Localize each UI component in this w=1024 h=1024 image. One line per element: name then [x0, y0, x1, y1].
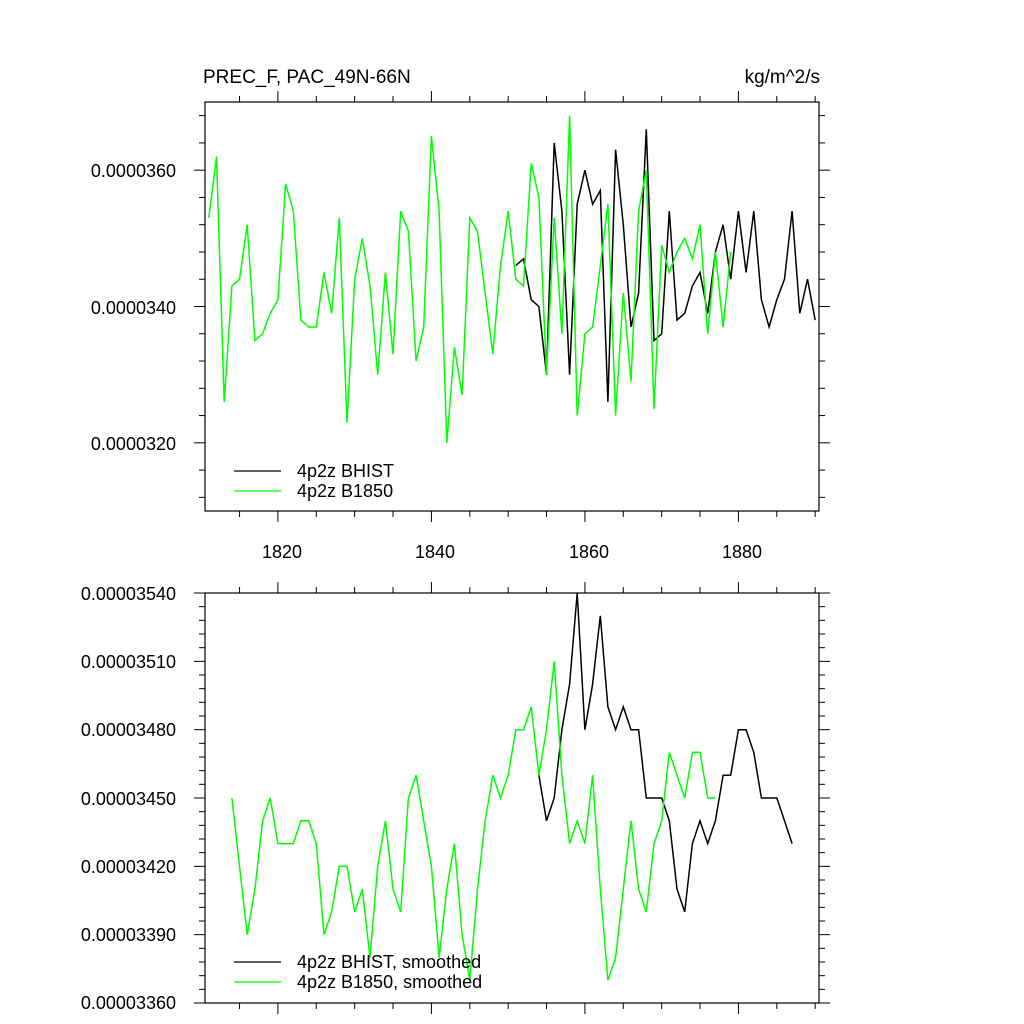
legend-label-b1850: 4p2z B1850	[297, 481, 393, 501]
top-legend: 4p2z BHIST 4p2z B1850	[234, 461, 394, 501]
top-xtick-label: 1820	[262, 542, 302, 562]
top-xtick-label: 1860	[569, 542, 609, 562]
bottom-series-line-b1850	[231, 661, 716, 981]
top-xtick-labels: 1820 1840 1860 1880	[262, 542, 762, 562]
top-axis-ticks	[194, 91, 830, 522]
bottom-series-line-bhist	[538, 592, 793, 913]
bottom-ytick-label: 0.00003360	[81, 993, 176, 1013]
bottom-panel: 0.00003360 0.00003390 0.00003420 0.00003…	[81, 582, 830, 1014]
bottom-plot-frame	[204, 592, 820, 1004]
bottom-series-lines	[231, 592, 793, 981]
top-ytick-label: 0.0000320	[91, 434, 176, 454]
top-panel: PREC_F, PAC_49N-66N kg/m^2/s 0.0000320 0…	[91, 67, 830, 562]
bottom-ytick-label: 0.00003510	[81, 652, 176, 672]
top-xtick-label: 1880	[722, 542, 762, 562]
top-ytick-label: 0.0000360	[91, 161, 176, 181]
bottom-ytick-label: 0.00003420	[81, 857, 176, 877]
top-title: PREC_F, PAC_49N-66N	[203, 67, 411, 88]
top-ytick-label: 0.0000340	[91, 298, 176, 318]
bottom-ytick-labels: 0.00003360 0.00003390 0.00003420 0.00003…	[81, 584, 176, 1013]
legend-label-bhist-smoothed: 4p2z BHIST, smoothed	[297, 952, 481, 972]
legend-label-b1850-smoothed: 4p2z B1850, smoothed	[297, 972, 482, 992]
bottom-ytick-label: 0.00003480	[81, 720, 176, 740]
top-series-lines	[208, 115, 816, 443]
top-series-line-bhist	[515, 129, 816, 402]
top-plot-frame	[204, 101, 820, 512]
top-series-line-b1850	[208, 115, 732, 443]
top-units: kg/m^2/s	[745, 67, 820, 88]
top-xtick-label: 1840	[415, 542, 455, 562]
top-ytick-labels: 0.0000320 0.0000340 0.0000360	[91, 161, 176, 454]
bottom-ytick-label: 0.00003390	[81, 925, 176, 945]
bottom-ytick-label: 0.00003540	[81, 584, 176, 604]
bottom-axis-ticks	[194, 582, 830, 1014]
legend-label-bhist: 4p2z BHIST	[297, 461, 394, 481]
bottom-ytick-label: 0.00003450	[81, 789, 176, 809]
bottom-legend: 4p2z BHIST, smoothed 4p2z B1850, smoothe…	[234, 952, 482, 992]
